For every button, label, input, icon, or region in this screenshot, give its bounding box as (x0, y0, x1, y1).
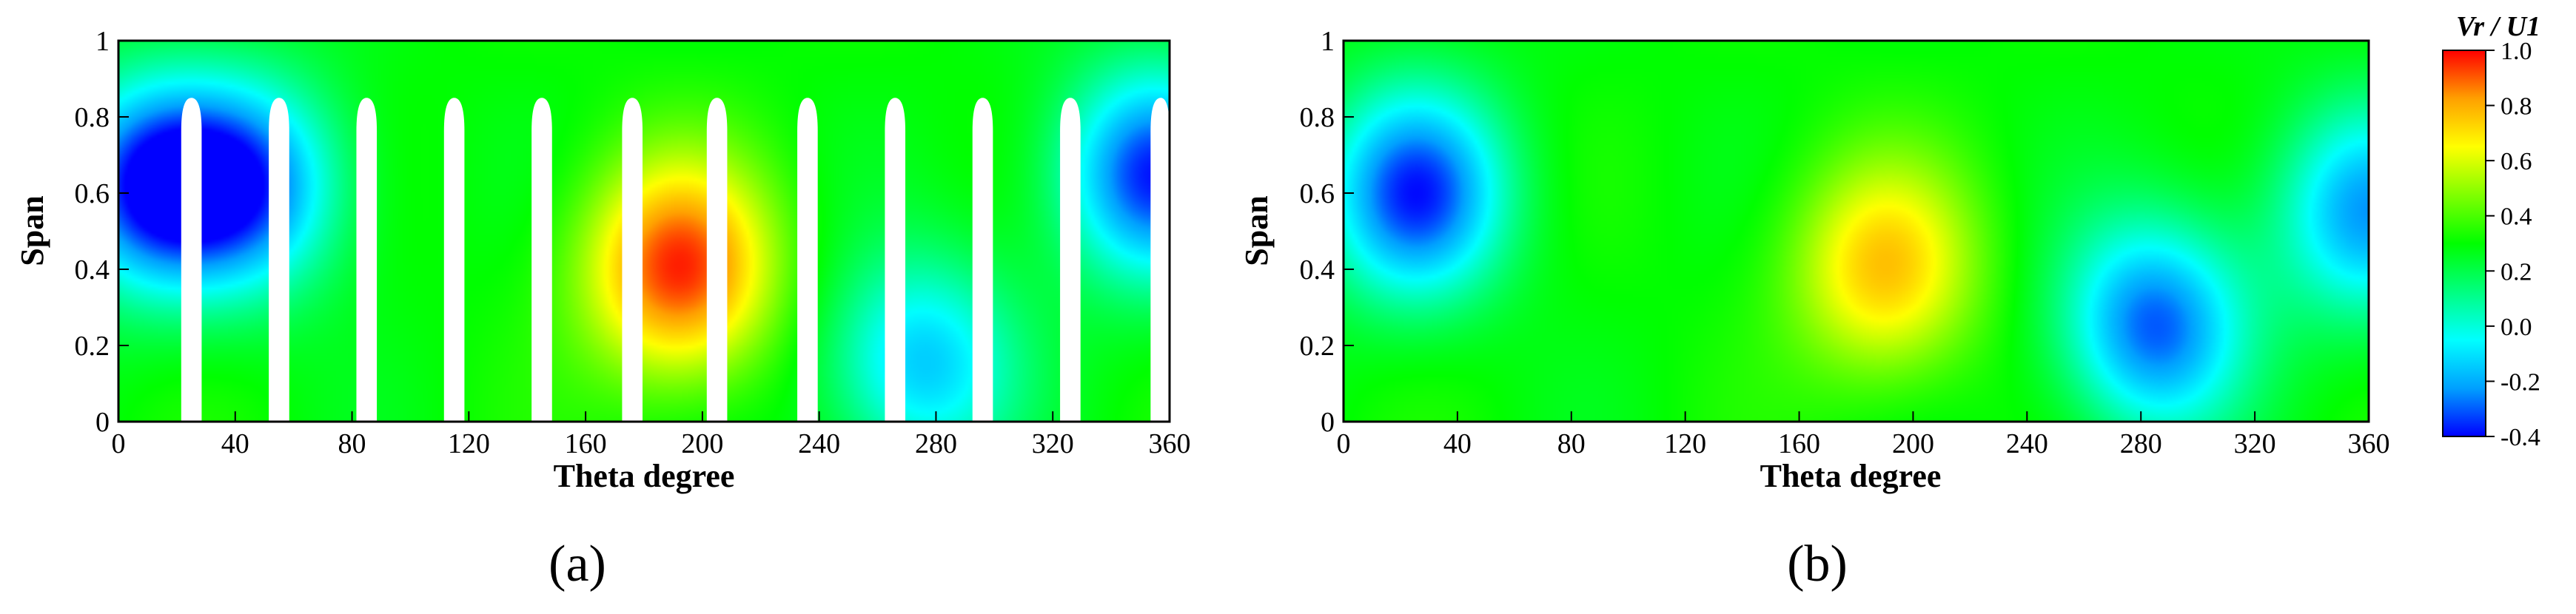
colorbar-tick-label: 0.2 (2500, 258, 2532, 286)
x-axis-b: 0 40 80 120 160 200 240 280 320 360 (1337, 411, 2390, 459)
x-axis-title-b: Theta degree (1760, 458, 1942, 494)
blade (181, 98, 202, 422)
plot-frame-a (117, 39, 1171, 423)
colorbar-tick-label: -0.2 (2500, 368, 2540, 396)
x-tick-label-a: 80 (338, 428, 366, 459)
colorbar-tick-label: 0.8 (2500, 93, 2532, 121)
y-tick-label-a: 0.6 (75, 178, 110, 209)
colorbar-tick-label: 1.0 (2500, 38, 2532, 65)
x-tick-label-b: 40 (1443, 428, 1472, 459)
plot-frame-b (1342, 39, 2370, 423)
blade (1060, 98, 1081, 422)
blade (443, 98, 465, 422)
colorbar-tick-label: 0.6 (2500, 148, 2532, 175)
x-tick-label-a: 160 (565, 428, 607, 459)
y-tick-label-b: 0.8 (1300, 102, 1335, 133)
x-tick-label-b: 280 (2120, 428, 2162, 459)
y-tick-label-a: 0.8 (75, 102, 110, 133)
y-tick-label-b: 0.2 (1300, 331, 1335, 362)
y-tick-label-b: 0.4 (1300, 254, 1335, 286)
colorbar-tick-label: 0.0 (2500, 314, 2532, 341)
panel-label-a: (a) (549, 536, 606, 593)
blade (885, 98, 906, 422)
y-axis-b: 0 0.2 0.4 0.6 0.8 1 (1300, 26, 1354, 438)
x-tick-label-a: 360 (1149, 428, 1191, 459)
x-tick-label-a: 320 (1032, 428, 1074, 459)
x-tick-label-a: 240 (798, 428, 840, 459)
blade (356, 98, 378, 422)
blade (1150, 98, 1170, 422)
blade (972, 98, 993, 422)
blade (531, 98, 552, 422)
panel-a: 0 40 80 120 160 200 240 280 320 360 0 0.2 0.4 0.6 0.8… (14, 26, 1191, 593)
x-tick-label-a: 200 (681, 428, 723, 459)
y-axis-title-b: Span (1238, 195, 1275, 266)
x-axis-a: 0 40 80 120 160 200 240 280 320 360 (112, 411, 1191, 459)
blade (622, 98, 643, 422)
y-tick-label-b: 0.6 (1300, 178, 1335, 209)
x-tick-label-b: 160 (1778, 428, 1820, 459)
y-axis-a: 0 0.2 0.4 0.6 0.8 1 (75, 26, 129, 438)
x-tick-label-b: 0 (1337, 428, 1351, 459)
colorbar-tick-label: 0.4 (2500, 203, 2532, 231)
x-tick-label-a: 0 (112, 428, 126, 459)
x-tick-label-b: 360 (2348, 428, 2390, 459)
contour-field-a (118, 41, 1170, 422)
x-tick-label-a: 40 (221, 428, 249, 459)
blade (706, 98, 728, 422)
y-tick-label-a: 0 (95, 407, 110, 438)
colorbar: Vr / U1 1.0 0.8 0.6 0.4 0.2 0.0 -0.2 -0.4 (2442, 11, 2540, 451)
x-tick-label-b: 240 (2006, 428, 2048, 459)
x-tick-label-b: 200 (1892, 428, 1934, 459)
x-tick-label-b: 120 (1664, 428, 1706, 459)
blade (797, 98, 818, 422)
y-tick-label-b: 1 (1321, 26, 1335, 57)
colorbar-gradient (2442, 50, 2486, 437)
contour-field-b (1344, 41, 2369, 422)
blade (269, 98, 289, 422)
colorbar-ticks: 1.0 0.8 0.6 0.4 0.2 0.0 -0.2 -0.4 (2486, 38, 2540, 451)
panel-b: 0 40 80 120 160 200 240 280 320 360 0 0.2 0.4 0.6 0.8… (1238, 26, 2390, 593)
x-tick-label-b: 80 (1557, 428, 1586, 459)
x-tick-label-a: 280 (915, 428, 957, 459)
y-tick-label-b: 0 (1321, 407, 1335, 438)
colorbar-tick-label: -0.4 (2500, 424, 2540, 451)
blade-group-a (181, 98, 1170, 422)
y-tick-label-a: 1 (95, 26, 110, 57)
y-tick-label-a: 0.4 (75, 254, 110, 286)
y-axis-title-a: Span (14, 195, 50, 266)
colorbar-title: Vr / U1 (2456, 11, 2540, 42)
x-tick-label-b: 320 (2234, 428, 2276, 459)
x-tick-label-a: 120 (448, 428, 490, 459)
y-tick-label-a: 0.2 (75, 331, 110, 362)
panel-label-b: (b) (1787, 536, 1848, 593)
x-axis-title-a: Theta degree (554, 458, 735, 494)
